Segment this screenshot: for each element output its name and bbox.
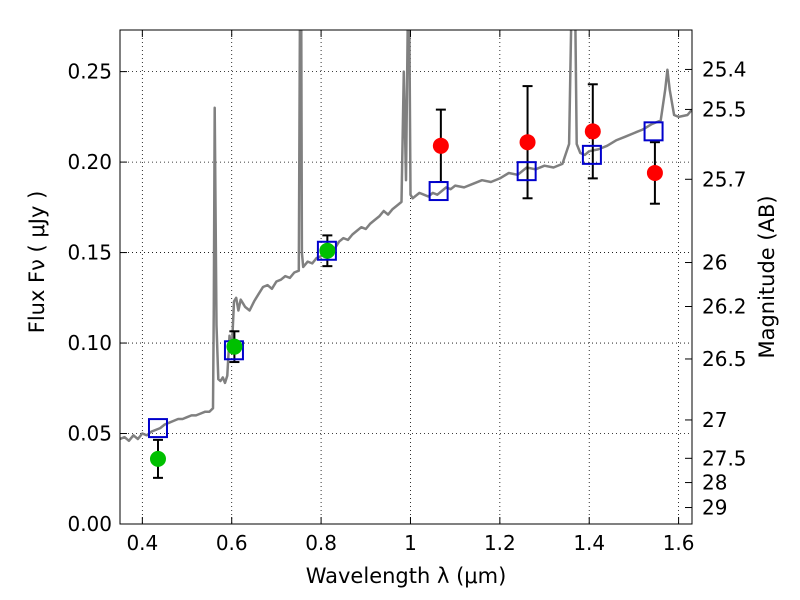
right-tick-label: 25.4 [702, 57, 747, 81]
observed-point [319, 242, 336, 259]
model-square-point [516, 161, 537, 182]
tick-labels: 0.4 0.6 0.8 1 1.2 1.4 1.6 0.00 0.05 0.10 0.15 0.20 0… [67, 57, 746, 555]
data-markers [147, 121, 664, 467]
observed-point [584, 123, 601, 140]
x-tick-label: 0.4 [126, 531, 158, 555]
model-square-point [643, 121, 664, 142]
model-square-point [428, 181, 449, 202]
y-tick-label: 0.15 [67, 241, 112, 265]
y-tick-label: 0.05 [67, 422, 112, 446]
right-tick-label: 26 [702, 251, 727, 275]
plot-frame [119, 29, 693, 525]
spectrum-line [120, 30, 692, 443]
observed-point [646, 164, 663, 181]
y-axis-label: Flux Fν ( μJy ) [25, 191, 49, 334]
x-tick-label: 1 [404, 531, 417, 555]
x-tick-label: 0.8 [305, 531, 337, 555]
y-tick-label: 0.10 [67, 331, 112, 355]
right-tick-label: 27 [702, 408, 727, 432]
model-square-point [147, 418, 168, 439]
right-tick-label: 25.5 [702, 97, 747, 121]
observed-point [432, 137, 449, 154]
y-tick-label: 0.20 [67, 150, 112, 174]
x-axis-label: Wavelength λ (μm) [306, 564, 507, 588]
x-tick-label: 1.4 [573, 531, 605, 555]
observed-point [149, 450, 166, 467]
spectrum-layer [120, 30, 692, 443]
right-tick-label: 28 [702, 471, 727, 495]
model-square-point [581, 144, 602, 165]
x-tick-label: 1.2 [484, 531, 516, 555]
axis-ticks [120, 30, 692, 525]
x-tick-label: 0.6 [216, 531, 248, 555]
right-tick-label: 26.2 [702, 294, 747, 318]
right-tick-label: 29 [702, 496, 727, 520]
y-axis-right-label: Magnitude (AB) [755, 195, 779, 358]
right-tick-label: 25.7 [702, 167, 747, 191]
x-tick-label: 1.6 [663, 531, 695, 555]
observed-point [519, 134, 536, 151]
y-tick-label: 0.00 [67, 512, 112, 536]
right-tick-label: 27.5 [702, 446, 747, 470]
right-tick-label: 26.5 [702, 347, 747, 371]
observed-point [226, 338, 243, 355]
y-tick-label: 0.25 [67, 60, 112, 84]
model-square-point [316, 240, 337, 261]
